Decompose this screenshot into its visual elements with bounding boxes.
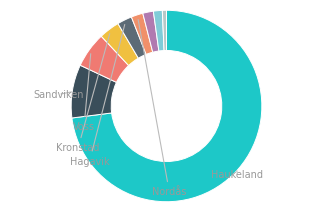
Text: Voss: Voss (73, 54, 95, 132)
Wedge shape (72, 10, 262, 202)
Wedge shape (80, 36, 129, 82)
Wedge shape (154, 10, 164, 51)
Text: Nordås: Nordås (138, 20, 186, 197)
Text: Sandviken: Sandviken (33, 89, 84, 99)
Wedge shape (118, 17, 146, 58)
Wedge shape (101, 24, 138, 66)
Wedge shape (162, 10, 166, 50)
Text: Hagavik: Hagavik (70, 25, 125, 166)
Wedge shape (71, 65, 117, 118)
Wedge shape (143, 11, 159, 52)
Text: Kronstad: Kronstad (56, 34, 110, 153)
Wedge shape (132, 13, 153, 54)
Text: Haukeland: Haukeland (211, 170, 263, 180)
